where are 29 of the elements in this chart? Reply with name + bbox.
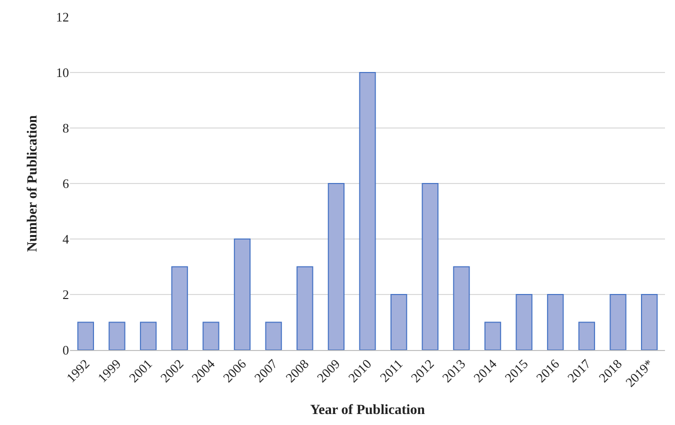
bar [234, 238, 251, 350]
y-tick-label: 2 [62, 287, 69, 302]
bar [484, 322, 502, 350]
bar [265, 322, 282, 350]
bar [359, 72, 376, 350]
bar [610, 294, 626, 350]
bar [171, 266, 188, 350]
bar [140, 322, 157, 350]
y-tick-label: 4 [62, 232, 70, 247]
bar [547, 294, 564, 350]
y-tick-label: 6 [62, 176, 70, 192]
bar [453, 266, 470, 350]
bar [578, 322, 596, 350]
bar [422, 183, 438, 350]
bar [390, 294, 408, 350]
y-tick-label: 10 [56, 65, 69, 80]
bar [108, 322, 126, 350]
bar [641, 294, 658, 350]
bar [328, 183, 345, 350]
y-tick-label: 12 [56, 10, 69, 25]
bar [296, 266, 314, 350]
y-tick-label: 0 [62, 342, 69, 358]
x-axis-title: Year of Publication [310, 403, 426, 418]
bar [516, 294, 532, 350]
bar [77, 322, 94, 350]
x-tick-label: 2011 [376, 356, 406, 385]
bar [202, 322, 220, 350]
y-axis-title: Number of Publication [26, 114, 41, 252]
y-tick-label: 8 [62, 120, 69, 136]
